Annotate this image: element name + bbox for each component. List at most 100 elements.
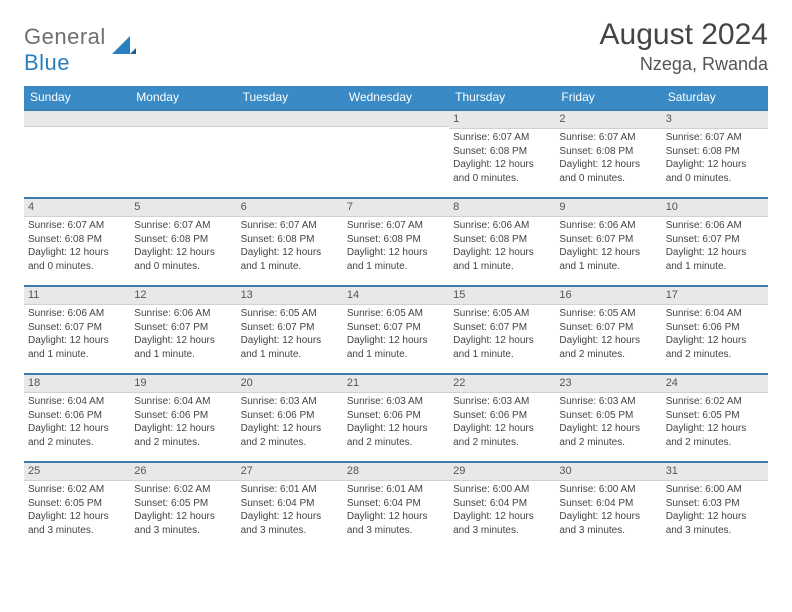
day-cell: 18Sunrise: 6:04 AMSunset: 6:06 PMDayligh… — [24, 375, 130, 461]
day-cell: 6Sunrise: 6:07 AMSunset: 6:08 PMDaylight… — [237, 199, 343, 285]
sail-icon — [110, 34, 138, 63]
daylight-text: Daylight: 12 hours and 2 minutes. — [347, 422, 445, 449]
daylight-text: Daylight: 12 hours and 3 minutes. — [453, 510, 551, 537]
day-details: Sunrise: 6:05 AMSunset: 6:07 PMDaylight:… — [449, 305, 555, 373]
day-cell: 22Sunrise: 6:03 AMSunset: 6:06 PMDayligh… — [449, 375, 555, 461]
day-number: 4 — [24, 199, 130, 217]
logo-word-general: General — [24, 24, 106, 49]
title-block: August 2024 Nzega, Rwanda — [600, 18, 768, 75]
sunset-text: Sunset: 6:03 PM — [666, 497, 764, 511]
logo-word-blue: Blue — [24, 50, 70, 75]
week-row: 1Sunrise: 6:07 AMSunset: 6:08 PMDaylight… — [24, 109, 768, 197]
day-cell — [237, 111, 343, 197]
sunset-text: Sunset: 6:07 PM — [666, 233, 764, 247]
day-cell: 19Sunrise: 6:04 AMSunset: 6:06 PMDayligh… — [130, 375, 236, 461]
sunrise-text: Sunrise: 6:00 AM — [666, 483, 764, 497]
day-number: 17 — [662, 287, 768, 305]
day-details: Sunrise: 6:07 AMSunset: 6:08 PMDaylight:… — [130, 217, 236, 285]
day-number: 23 — [555, 375, 661, 393]
day-details: Sunrise: 6:01 AMSunset: 6:04 PMDaylight:… — [237, 481, 343, 549]
sunrise-text: Sunrise: 6:03 AM — [347, 395, 445, 409]
day-number: 6 — [237, 199, 343, 217]
day-details: Sunrise: 6:06 AMSunset: 6:07 PMDaylight:… — [24, 305, 130, 373]
day-details: Sunrise: 6:00 AMSunset: 6:04 PMDaylight:… — [555, 481, 661, 549]
day-details: Sunrise: 6:06 AMSunset: 6:08 PMDaylight:… — [449, 217, 555, 285]
day-of-week-header: Sunday Monday Tuesday Wednesday Thursday… — [24, 86, 768, 109]
day-details: Sunrise: 6:03 AMSunset: 6:06 PMDaylight:… — [237, 393, 343, 461]
sunset-text: Sunset: 6:04 PM — [241, 497, 339, 511]
sunrise-text: Sunrise: 6:05 AM — [559, 307, 657, 321]
sunrise-text: Sunrise: 6:03 AM — [241, 395, 339, 409]
sunset-text: Sunset: 6:05 PM — [28, 497, 126, 511]
location-label: Nzega, Rwanda — [600, 54, 768, 75]
day-cell: 8Sunrise: 6:06 AMSunset: 6:08 PMDaylight… — [449, 199, 555, 285]
daylight-text: Daylight: 12 hours and 3 minutes. — [347, 510, 445, 537]
day-number: 10 — [662, 199, 768, 217]
sunrise-text: Sunrise: 6:06 AM — [134, 307, 232, 321]
sunrise-text: Sunrise: 6:00 AM — [559, 483, 657, 497]
sunset-text: Sunset: 6:06 PM — [241, 409, 339, 423]
sunrise-text: Sunrise: 6:05 AM — [347, 307, 445, 321]
week-row: 4Sunrise: 6:07 AMSunset: 6:08 PMDaylight… — [24, 197, 768, 285]
day-details: Sunrise: 6:07 AMSunset: 6:08 PMDaylight:… — [343, 217, 449, 285]
sunrise-text: Sunrise: 6:06 AM — [453, 219, 551, 233]
sunset-text: Sunset: 6:06 PM — [134, 409, 232, 423]
sunrise-text: Sunrise: 6:01 AM — [347, 483, 445, 497]
daylight-text: Daylight: 12 hours and 1 minute. — [28, 334, 126, 361]
day-number: 14 — [343, 287, 449, 305]
daylight-text: Daylight: 12 hours and 1 minute. — [453, 334, 551, 361]
day-details: Sunrise: 6:06 AMSunset: 6:07 PMDaylight:… — [555, 217, 661, 285]
sunset-text: Sunset: 6:05 PM — [559, 409, 657, 423]
day-details: Sunrise: 6:00 AMSunset: 6:04 PMDaylight:… — [449, 481, 555, 549]
day-details: Sunrise: 6:06 AMSunset: 6:07 PMDaylight:… — [662, 217, 768, 285]
day-cell: 10Sunrise: 6:06 AMSunset: 6:07 PMDayligh… — [662, 199, 768, 285]
day-details: Sunrise: 6:02 AMSunset: 6:05 PMDaylight:… — [130, 481, 236, 549]
day-number: 20 — [237, 375, 343, 393]
sunset-text: Sunset: 6:06 PM — [28, 409, 126, 423]
sunset-text: Sunset: 6:06 PM — [666, 321, 764, 335]
day-number: 5 — [130, 199, 236, 217]
sunset-text: Sunset: 6:07 PM — [453, 321, 551, 335]
sunset-text: Sunset: 6:07 PM — [559, 321, 657, 335]
sunset-text: Sunset: 6:04 PM — [453, 497, 551, 511]
daylight-text: Daylight: 12 hours and 2 minutes. — [559, 334, 657, 361]
sunrise-text: Sunrise: 6:00 AM — [453, 483, 551, 497]
day-cell: 13Sunrise: 6:05 AMSunset: 6:07 PMDayligh… — [237, 287, 343, 373]
sunset-text: Sunset: 6:08 PM — [666, 145, 764, 159]
daylight-text: Daylight: 12 hours and 1 minute. — [453, 246, 551, 273]
sunset-text: Sunset: 6:06 PM — [453, 409, 551, 423]
dow-friday: Friday — [555, 86, 661, 109]
day-cell: 2Sunrise: 6:07 AMSunset: 6:08 PMDaylight… — [555, 111, 661, 197]
day-details: Sunrise: 6:06 AMSunset: 6:07 PMDaylight:… — [130, 305, 236, 373]
day-cell: 7Sunrise: 6:07 AMSunset: 6:08 PMDaylight… — [343, 199, 449, 285]
sunset-text: Sunset: 6:08 PM — [453, 145, 551, 159]
day-number: 19 — [130, 375, 236, 393]
day-details: Sunrise: 6:05 AMSunset: 6:07 PMDaylight:… — [237, 305, 343, 373]
day-details: Sunrise: 6:03 AMSunset: 6:06 PMDaylight:… — [343, 393, 449, 461]
daylight-text: Daylight: 12 hours and 0 minutes. — [559, 158, 657, 185]
day-number: 16 — [555, 287, 661, 305]
daylight-text: Daylight: 12 hours and 1 minute. — [241, 246, 339, 273]
day-cell: 28Sunrise: 6:01 AMSunset: 6:04 PMDayligh… — [343, 463, 449, 549]
sunrise-text: Sunrise: 6:03 AM — [453, 395, 551, 409]
daylight-text: Daylight: 12 hours and 2 minutes. — [134, 422, 232, 449]
dow-wednesday: Wednesday — [343, 86, 449, 109]
day-cell: 25Sunrise: 6:02 AMSunset: 6:05 PMDayligh… — [24, 463, 130, 549]
day-cell: 29Sunrise: 6:00 AMSunset: 6:04 PMDayligh… — [449, 463, 555, 549]
logo: General Blue — [24, 18, 138, 76]
day-cell: 12Sunrise: 6:06 AMSunset: 6:07 PMDayligh… — [130, 287, 236, 373]
day-cell — [343, 111, 449, 197]
day-details: Sunrise: 6:01 AMSunset: 6:04 PMDaylight:… — [343, 481, 449, 549]
day-number: 29 — [449, 463, 555, 481]
sunset-text: Sunset: 6:08 PM — [134, 233, 232, 247]
day-number: 25 — [24, 463, 130, 481]
day-cell — [24, 111, 130, 197]
calendar: Sunday Monday Tuesday Wednesday Thursday… — [24, 86, 768, 549]
day-cell: 21Sunrise: 6:03 AMSunset: 6:06 PMDayligh… — [343, 375, 449, 461]
daylight-text: Daylight: 12 hours and 3 minutes. — [559, 510, 657, 537]
day-details — [130, 127, 236, 197]
sunset-text: Sunset: 6:05 PM — [134, 497, 232, 511]
sunset-text: Sunset: 6:08 PM — [559, 145, 657, 159]
day-number: 11 — [24, 287, 130, 305]
day-number: 21 — [343, 375, 449, 393]
